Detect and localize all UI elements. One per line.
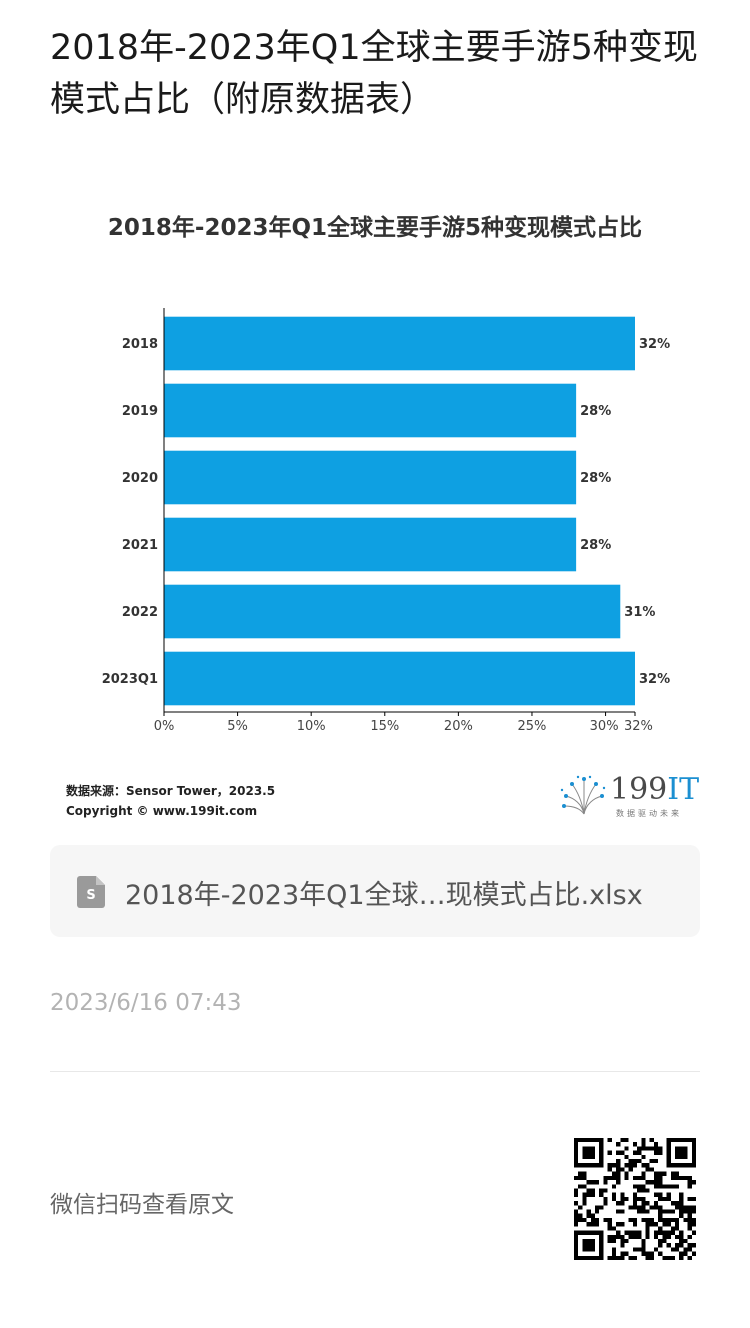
dandelion-logo-icon	[560, 775, 606, 815]
attachment-file-name: 2018年-2023年Q1全球…现模式占比.xlsx	[125, 880, 643, 911]
y-tick-label: 2020	[122, 471, 158, 486]
data-label: 28%	[580, 404, 611, 419]
x-tick-label: 25%	[518, 719, 547, 734]
divider	[50, 1071, 700, 1072]
bar-2021	[164, 517, 577, 572]
data-label: 32%	[639, 672, 670, 687]
y-tick-label: 2019	[122, 404, 158, 419]
data-label: 31%	[624, 605, 655, 620]
y-tick-label: 2018	[122, 337, 158, 352]
data-label: 28%	[580, 471, 611, 486]
brand-name: 199IT	[610, 772, 700, 807]
data-label: 32%	[639, 337, 670, 352]
svg-text:S: S	[86, 888, 95, 903]
x-tick-label: 10%	[297, 719, 326, 734]
x-tick-label: 5%	[227, 719, 248, 734]
y-tick-label: 2021	[122, 538, 158, 553]
bar-2019	[164, 383, 577, 438]
chart-title: 2018年-2023年Q1全球主要手游5种变现模式占比	[107, 215, 643, 241]
y-tick-label: 2023Q1	[102, 672, 158, 687]
chart-source: 数据来源：Sensor Tower，2023.5 Copyright © www…	[66, 781, 275, 821]
x-tick-label: 30%	[590, 719, 619, 734]
data-label: 28%	[580, 538, 611, 553]
attachment-card[interactable]: S 2018年-2023年Q1全球…现模式占比.xlsx	[50, 845, 700, 937]
bar-chart: 2018 32% 2019 28% 2020 28% 2021 28% 2022 31% 2023Q…	[102, 308, 670, 734]
source-line: 数据来源：Sensor Tower，2023.5	[66, 784, 276, 798]
x-tick-label: 20%	[444, 719, 473, 734]
bar-2020	[164, 450, 577, 505]
scan-qr-label: 微信扫码查看原文	[50, 1192, 234, 1218]
x-tick-label: 15%	[370, 719, 399, 734]
article-title: 2018年-2023年Q1全球主要手游5种变现模式占比（附原数据表）	[50, 28, 698, 120]
spreadsheet-file-icon: S	[77, 876, 105, 908]
x-tick-label: 32%	[624, 719, 653, 734]
publish-timestamp: 2023/6/16 07:43	[50, 990, 242, 1016]
brand-tagline: 数据驱动未来	[616, 809, 682, 818]
qr-code-icon[interactable]	[574, 1138, 696, 1260]
copyright-line: Copyright © www.199it.com	[66, 804, 258, 818]
brand-logo: 199IT 数据驱动未来	[560, 772, 700, 822]
bar-2022	[164, 584, 621, 639]
bar-2018	[164, 316, 635, 371]
x-tick-label: 0%	[154, 719, 175, 734]
y-tick-label: 2022	[122, 605, 158, 620]
bar-2023Q1	[164, 651, 635, 706]
